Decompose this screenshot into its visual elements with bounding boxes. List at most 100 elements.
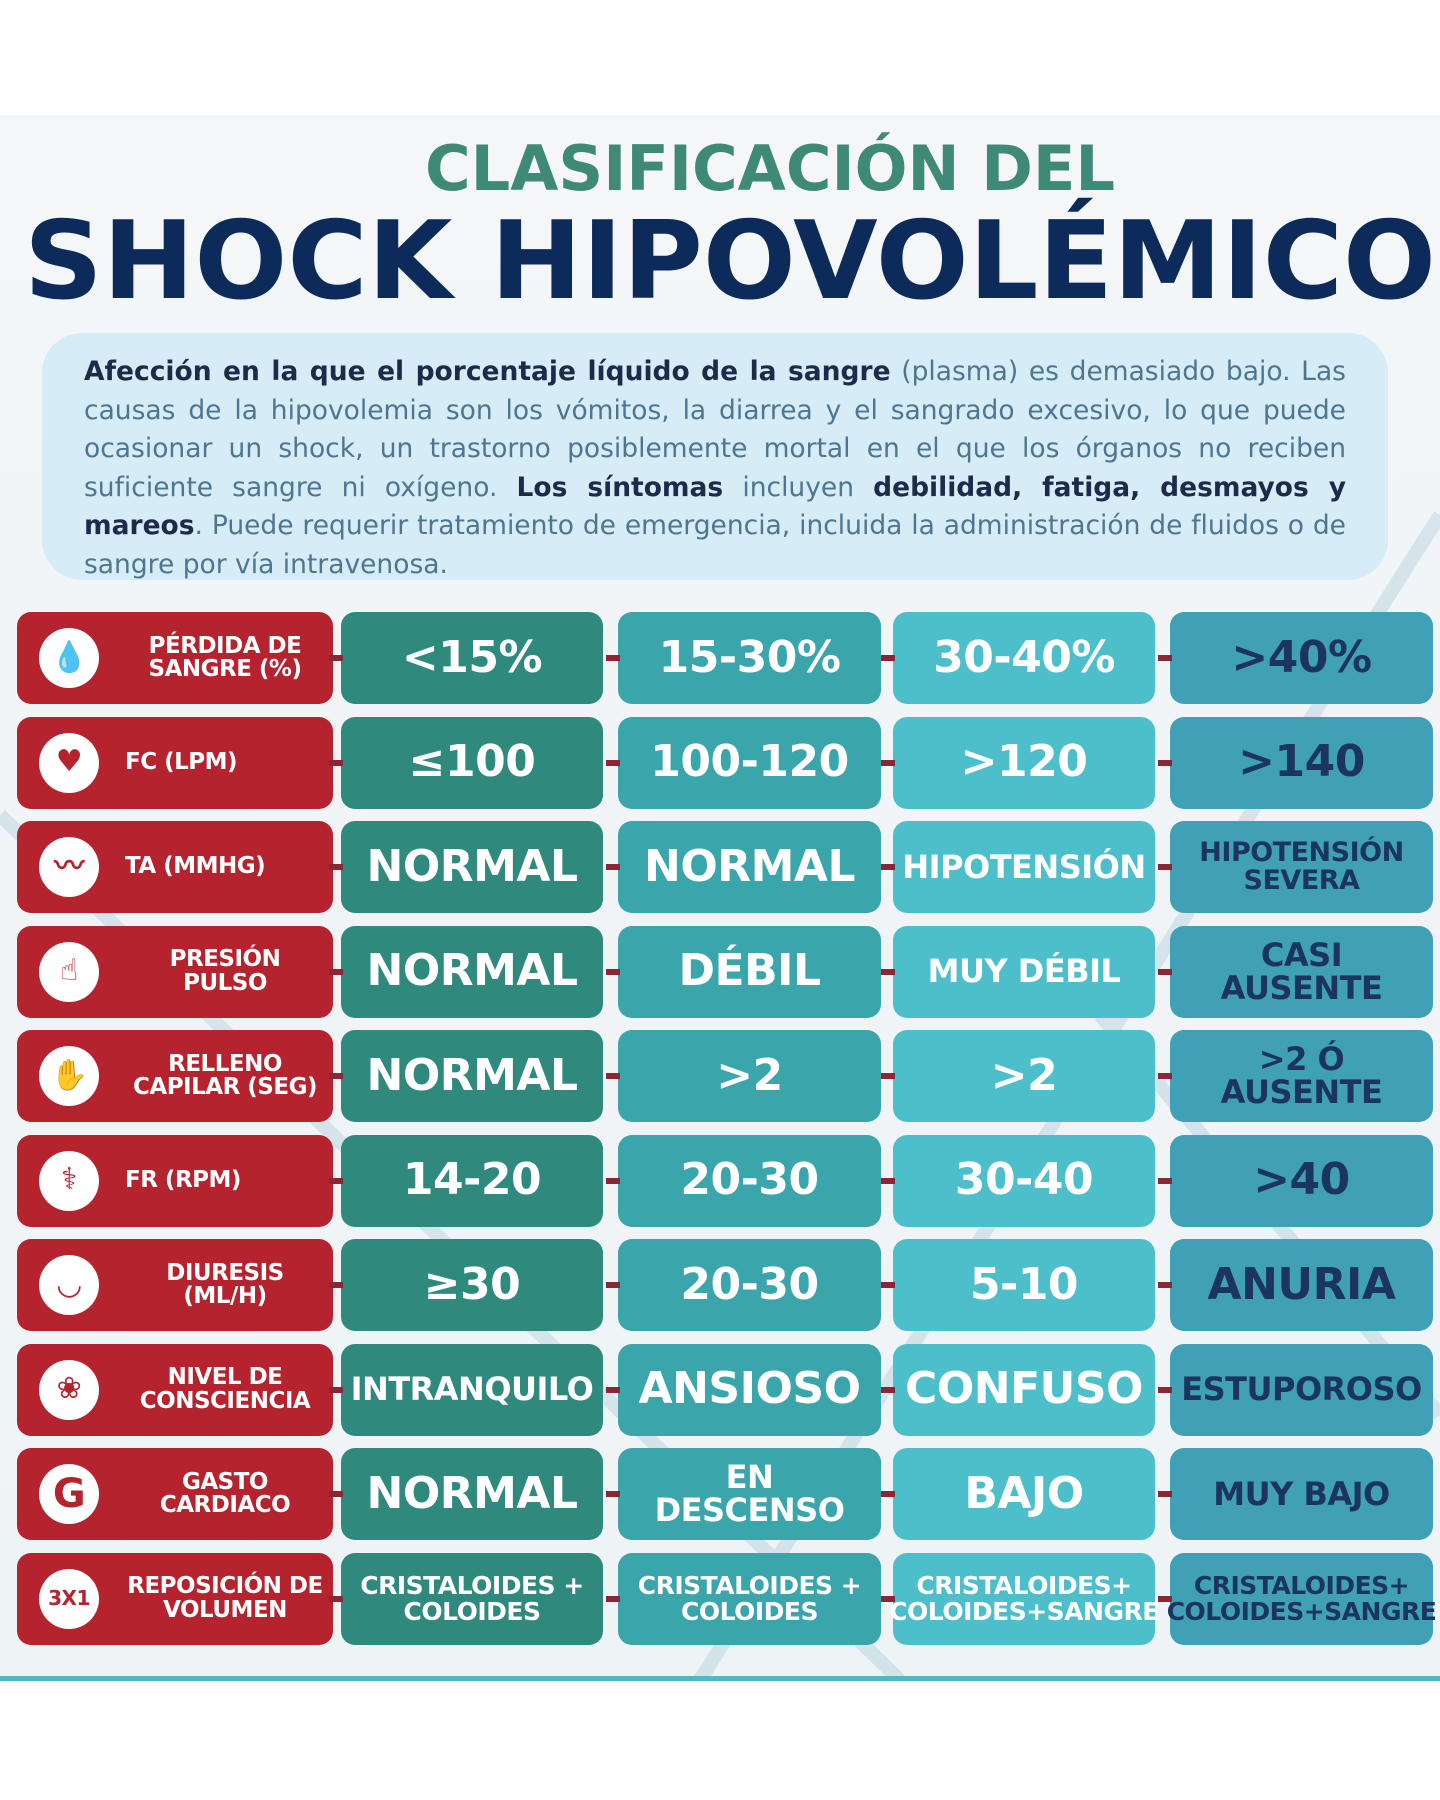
value-cell: 100-120: [618, 716, 881, 809]
connector: [1158, 1073, 1172, 1079]
row-icon: 3X1: [39, 1568, 99, 1629]
connector: [1158, 655, 1172, 661]
connector: [329, 968, 343, 975]
row-icon: 💧: [39, 628, 99, 688]
value-cell: BAJO: [893, 1448, 1155, 1540]
value-cell: >2: [893, 1030, 1155, 1122]
value-cell: NORMAL: [341, 925, 603, 1018]
value-cell: NORMAL: [341, 1448, 603, 1540]
value-cell: EN DESCENSO: [618, 1448, 881, 1540]
connector: [606, 1073, 620, 1079]
value-cell: ANSIOSO: [618, 1343, 881, 1436]
row-label: ◡ DIURESIS (ML/H): [17, 1239, 333, 1331]
row-icon: ⚕: [39, 1150, 99, 1211]
row-label-text: PRESIÓN PULSO: [169, 946, 281, 996]
row-label: 〰 TA (MMHG): [17, 821, 333, 913]
title-area: CLASIFICACIÓN DEL SHOCK HIPOVOLÉMICO: [24, 132, 1436, 320]
value-cell: NORMAL: [341, 821, 603, 913]
row-icon: ✋: [39, 1046, 99, 1106]
value-cell: 20-30: [618, 1134, 881, 1227]
connector: [606, 1595, 620, 1602]
connector: [1158, 1595, 1172, 1602]
value-cell: 15-30%: [618, 612, 881, 704]
value-cell: CRISTALOIDES + COLOIDES: [618, 1552, 881, 1645]
connector: [881, 1386, 895, 1393]
row-label: ❀ NIVEL DE CONSCIENCIA: [17, 1343, 333, 1436]
row-label: ✋ RELLENO CAPILAR (SEG): [17, 1030, 333, 1122]
connector: [881, 1491, 895, 1497]
row-icon: ♥: [39, 732, 99, 793]
value-cell: ANURIA: [1170, 1239, 1433, 1331]
value-cell: >140: [1170, 716, 1433, 809]
value-cell: ≤100: [341, 716, 603, 809]
value-cell: ESTUPOROSO: [1170, 1343, 1433, 1436]
connector: [881, 1595, 895, 1602]
connector: [606, 1177, 620, 1184]
row-label-text: REPOSICIÓN DE VOLUMEN: [127, 1573, 323, 1623]
connector: [329, 1491, 343, 1497]
value-cell: >40%: [1170, 612, 1433, 704]
connector: [881, 759, 895, 766]
row-label-text: PÉRDIDA DE SANGRE (%): [148, 632, 303, 682]
connector: [606, 655, 620, 661]
value-cell: >2 Ó AUSENTE: [1170, 1030, 1433, 1122]
connector: [329, 759, 343, 766]
title-line-2: SHOCK HIPOVOLÉMICO: [24, 197, 1436, 320]
value-cell: MUY BAJO: [1170, 1448, 1433, 1540]
title-line-1: CLASIFICACIÓN DEL: [425, 132, 1115, 205]
connector: [606, 1282, 620, 1288]
row-label: 3X1 REPOSICIÓN DE VOLUMEN: [17, 1552, 333, 1645]
connector: [1158, 1386, 1172, 1393]
value-cell: MUY DÉBIL: [893, 925, 1155, 1018]
connector: [606, 864, 620, 870]
connector: [329, 1282, 343, 1288]
connector: [606, 1491, 620, 1497]
description-text: . Puede requerir tratamiento de emergenc…: [84, 510, 1346, 580]
value-cell: NORMAL: [618, 821, 881, 913]
value-cell: DÉBIL: [618, 925, 881, 1018]
value-cell: CRISTALOIDES + COLOIDES: [341, 1552, 603, 1645]
connector: [1158, 1177, 1172, 1184]
row-label: 💧 PÉRDIDA DE SANGRE (%): [17, 612, 333, 704]
connector: [881, 864, 895, 870]
row-label-text: NIVEL DE CONSCIENCIA: [139, 1364, 311, 1414]
description-text: incluyen: [723, 471, 874, 503]
value-cell: 30-40: [893, 1134, 1155, 1227]
description-text: (plasma) es demasiado bajo. Las causas d…: [84, 356, 1346, 503]
connector: [329, 1073, 343, 1079]
connector: [606, 968, 620, 975]
value-cell: CASI AUSENTE: [1170, 925, 1433, 1018]
connector: [1158, 759, 1172, 766]
description-text: Los síntomas: [516, 471, 724, 503]
row-label: ☝ PRESIÓN PULSO: [17, 925, 333, 1018]
connector: [329, 864, 343, 870]
description-text: debilidad, fatiga, desmayos y mareos: [84, 471, 1346, 542]
row-label: ⚕ FR (RPM): [17, 1134, 333, 1227]
value-cell: HIPOTENSIÓN: [893, 821, 1155, 913]
value-cell: 5-10: [893, 1239, 1155, 1331]
row-label-text: FC (LPM): [125, 748, 238, 775]
value-cell: HIPOTENSIÓN SEVERA: [1170, 821, 1433, 913]
row-label-text: FR (RPM): [125, 1166, 241, 1193]
description-text: Afección en la que el porcentaje líquido…: [84, 356, 891, 387]
value-cell: NORMAL: [341, 1030, 603, 1122]
value-cell: 30-40%: [893, 612, 1155, 704]
value-cell: CRISTALOIDES+ COLOIDES+SANGRE: [1167, 1552, 1437, 1645]
row-label-text: DIURESIS (ML/H): [166, 1259, 284, 1309]
value-cell: >40: [1170, 1134, 1433, 1227]
value-cell: 14-20: [341, 1134, 603, 1227]
row-icon: ◡: [39, 1255, 99, 1315]
row-label: G GASTO CARDIACO: [17, 1448, 333, 1540]
connector: [606, 759, 620, 766]
value-cell: <15%: [341, 612, 603, 704]
value-cell: 20-30: [618, 1239, 881, 1331]
description: Afección en la que el porcentaje líquido…: [42, 333, 1388, 580]
row-icon: 〰: [39, 837, 99, 897]
connector: [881, 1073, 895, 1079]
row-label-text: TA (MMHG): [125, 853, 266, 880]
value-cell: CONFUSO: [893, 1343, 1155, 1436]
connector: [881, 1177, 895, 1184]
connector: [881, 655, 895, 661]
connector: [329, 1595, 343, 1602]
